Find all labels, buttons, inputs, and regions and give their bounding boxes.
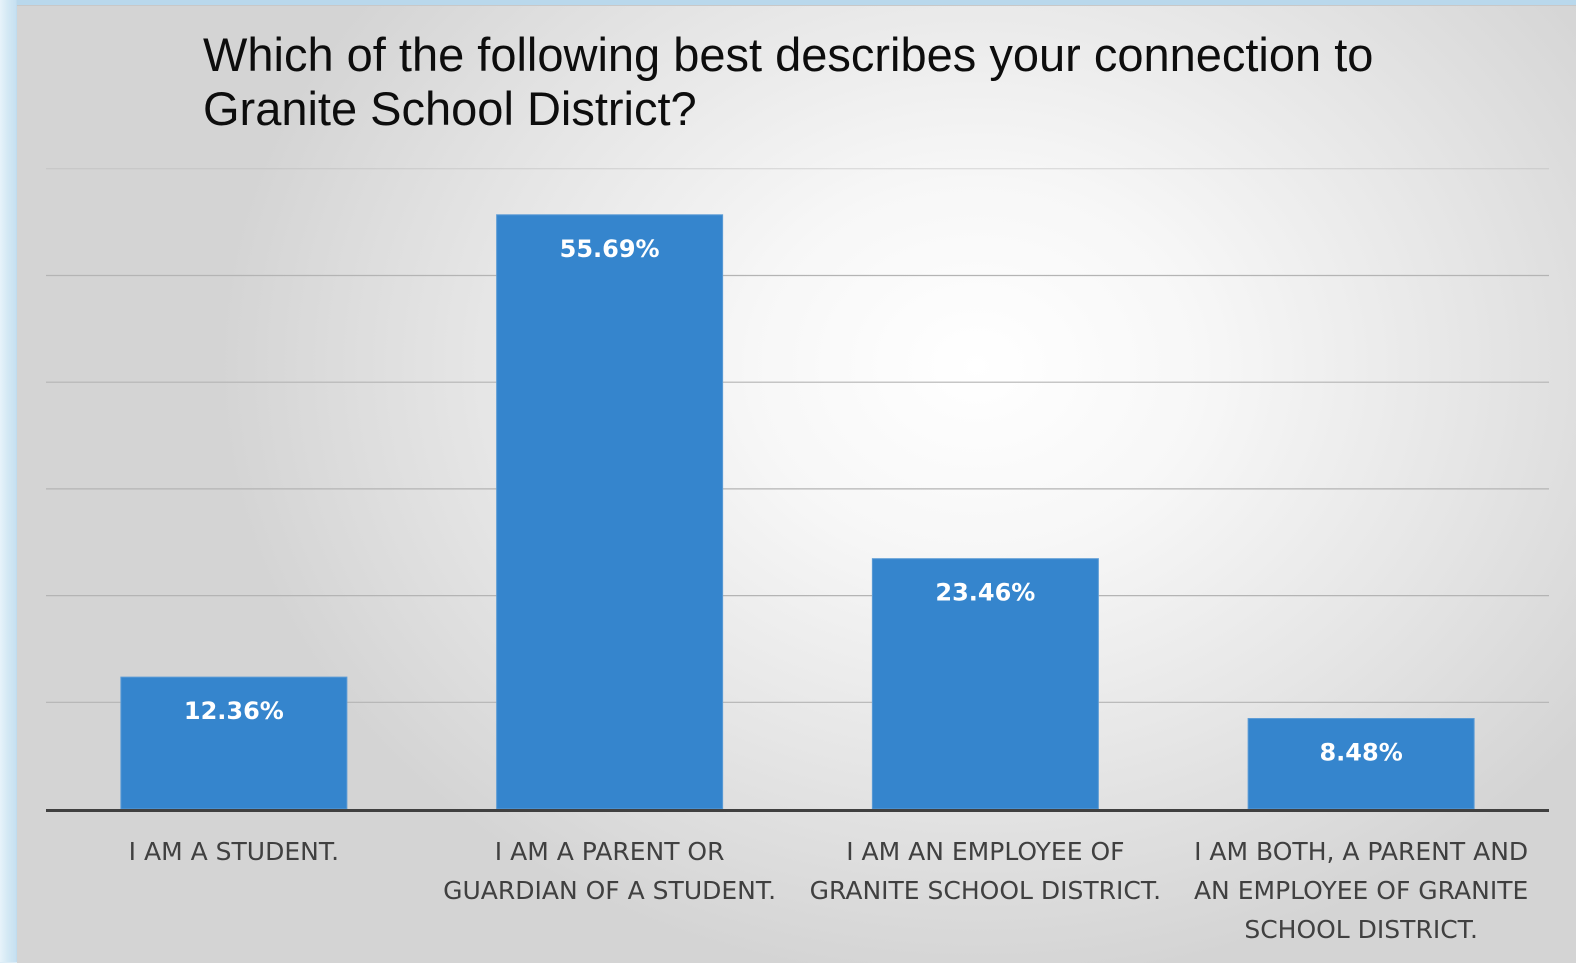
chart-plot: 12.36% 55.69% 23.46% 8.48% [46,168,1549,812]
x-tick-label-line: I AM A STUDENT. [128,837,340,866]
bar-data-label: 8.48% [1319,739,1402,767]
bar [120,676,348,810]
x-tick-label-line: I AM AN EMPLOYEE OF [846,837,1125,866]
x-tick-label-line: I AM A PARENT OR [494,837,725,866]
x-tick-label-line: AN EMPLOYEE OF GRANITE [1193,876,1529,905]
bar [871,558,1099,810]
x-tick-label-line: I AM BOTH, A PARENT AND [1194,837,1529,866]
x-tick-label-line: SCHOOL DISTRICT. [1244,915,1478,944]
bar-data-label: 12.36% [184,697,284,725]
bar [496,214,724,810]
x-tick-label: I AM AN EMPLOYEE OF GRANITE SCHOOL DISTRI… [795,832,1175,910]
x-tick-label-line: GUARDIAN OF A STUDENT. [443,876,777,905]
x-tick-label: I AM A PARENT OR GUARDIAN OF A STUDENT. [420,832,800,910]
x-tick-label-line: GRANITE SCHOOL DISTRICT. [809,876,1162,905]
bar-data-label: 55.69% [560,235,660,263]
bar-data-label: 23.46% [935,579,1035,607]
chart-title: Which of the following best describes yo… [203,28,1374,135]
bar [1247,718,1475,810]
x-tick-label: I AM BOTH, A PARENT AND AN EMPLOYEE OF GR… [1171,832,1551,949]
chart-area: Which of the following best describes yo… [17,5,1576,963]
x-tick-label: I AM A STUDENT. [44,832,424,871]
